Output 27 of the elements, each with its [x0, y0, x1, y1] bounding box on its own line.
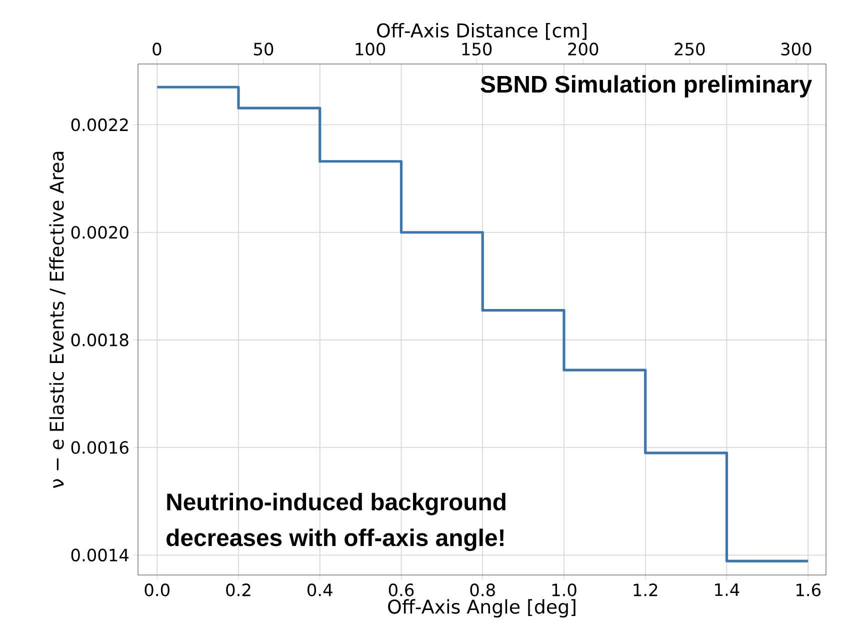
- y-axis-title: ν − e Elastic Events / Effective Area: [49, 152, 66, 488]
- x-tick-label: 1.4: [715, 584, 740, 596]
- x-tick-label: 0.6: [388, 584, 414, 596]
- y-tick-label: 0.0022: [71, 118, 128, 132]
- y-tick-label: 0.0020: [71, 226, 128, 239]
- y-tick-label: 0.0018: [71, 334, 128, 346]
- x2-tick-label: 50: [254, 42, 274, 56]
- x-tick-label: 0.2: [226, 584, 250, 596]
- x2-tick-label: 200: [568, 42, 598, 56]
- annotation: decreases with off-axis angle!: [166, 528, 504, 552]
- x-tick-label: 1.0: [552, 584, 576, 596]
- x2-axis-title: Off-Axis Distance [cm]: [377, 22, 586, 40]
- x2-tick-label: 250: [674, 42, 705, 56]
- annotation: Neutrino-induced background: [167, 492, 506, 516]
- y-tick-label: 0.0014: [71, 548, 129, 562]
- x2-tick-label: 0: [152, 42, 162, 56]
- annotation: SBND Simulation preliminary: [480, 75, 812, 98]
- x-tick-label: 0.4: [308, 584, 332, 596]
- x-tick-label: 0.0: [144, 584, 170, 596]
- x2-tick-label: 150: [462, 42, 492, 56]
- x-tick-label: 1.2: [634, 584, 658, 596]
- y-tick-label: 0.0016: [71, 441, 128, 454]
- x-tick-label: 0.8: [470, 584, 495, 596]
- x2-tick-label: 100: [356, 42, 386, 56]
- x-axis-title: Off-Axis Angle [deg]: [388, 599, 576, 618]
- x-tick-label: 1.6: [796, 584, 820, 596]
- x2-tick-label: 300: [781, 42, 812, 56]
